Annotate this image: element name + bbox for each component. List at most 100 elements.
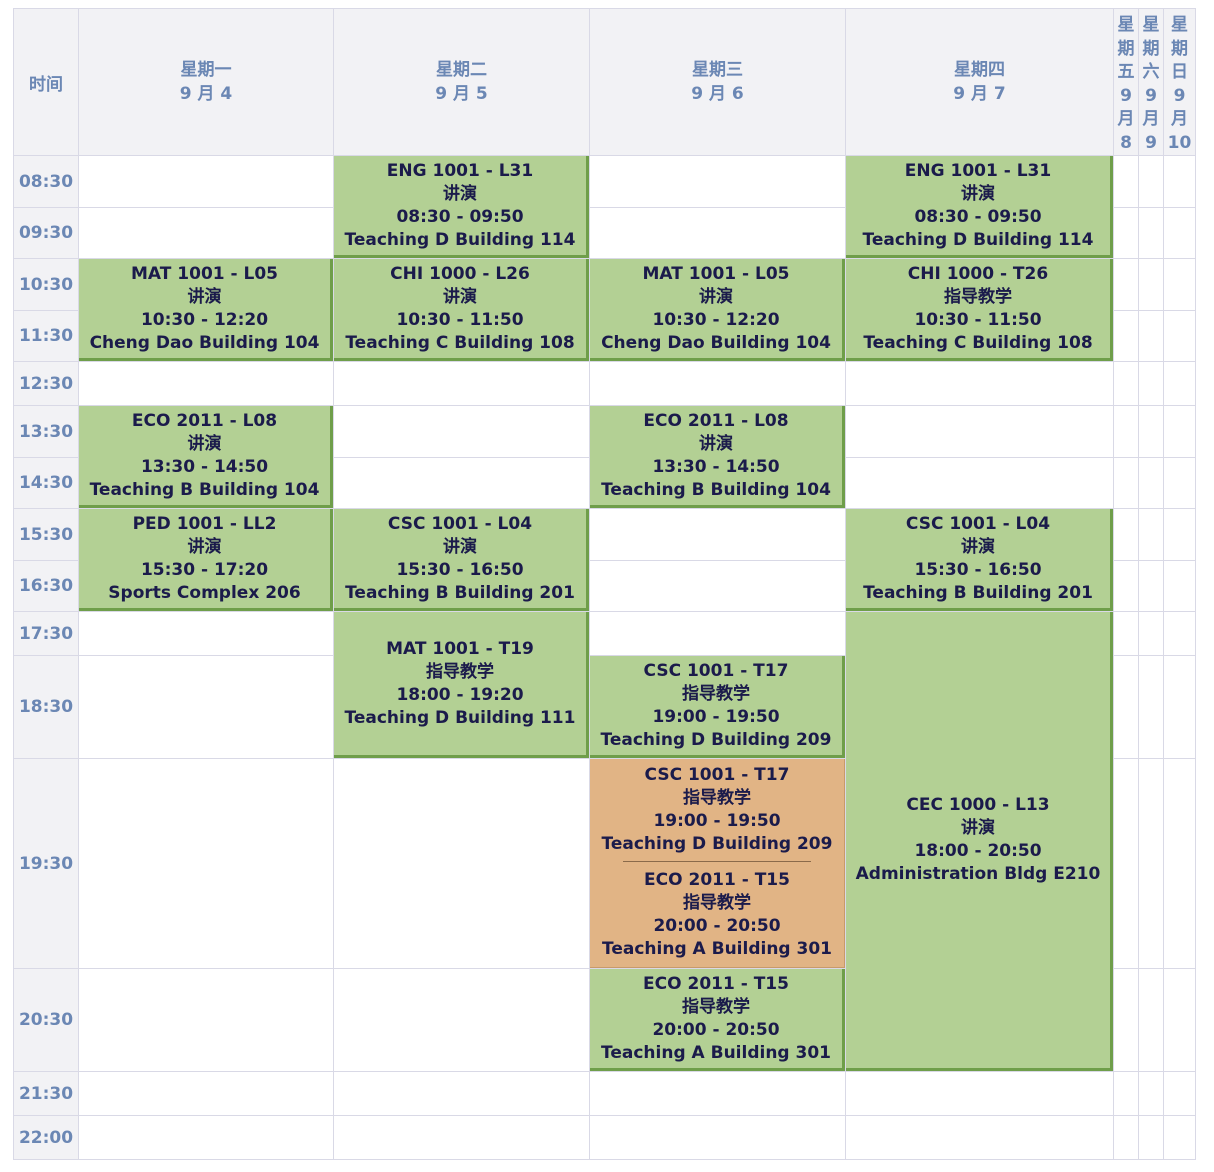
class-time: 15:30 - 16:50: [396, 559, 524, 580]
time-label-1330: 13:30: [14, 406, 78, 457]
course-code: MAT 1001 - T19: [386, 638, 534, 659]
class-time: 08:30 - 09:50: [914, 206, 1042, 227]
day-header-wednesday[interactable]: 星期三 9 月 6: [590, 9, 845, 155]
time-label-1430: 14:30: [14, 458, 78, 508]
class-time: 08:30 - 09:50: [396, 206, 524, 227]
class-location: Administration Bldg E210: [855, 864, 1101, 884]
course-code: MAT 1001 - L05: [131, 263, 278, 284]
time-label-1730: 17:30: [14, 612, 78, 655]
class-type: 指导教学: [426, 661, 494, 682]
class-block[interactable]: ENG 1001 - L31 讲演 08:30 - 09:50 Teaching…: [846, 156, 1113, 258]
day-date: 9 月 4: [179, 84, 233, 104]
day-header-thursday[interactable]: 星期四 9 月 7: [846, 9, 1113, 155]
class-type: 讲演: [961, 183, 995, 204]
time-header-label: 时间: [29, 74, 63, 95]
class-location: Teaching D Building 114: [344, 229, 576, 250]
day-date: 9 月 7: [953, 84, 1006, 104]
class-block[interactable]: ECO 2011 - L08 讲演 13:30 - 14:50 Teaching…: [590, 406, 845, 508]
class-block[interactable]: CHI 1000 - L26 讲演 10:30 - 11:50 Teaching…: [334, 259, 589, 361]
course-code: MAT 1001 - L05: [642, 263, 790, 284]
day-header-monday[interactable]: 星期一 9 月 4: [79, 9, 333, 155]
header-char: 五: [1117, 62, 1135, 82]
day-name: 星期三: [692, 60, 743, 80]
header-char: 9: [1145, 132, 1157, 153]
class-block[interactable]: MAT 1001 - T19 指导教学 18:00 - 19:20 Teachi…: [334, 612, 589, 758]
class-location: Teaching C Building 108: [863, 332, 1093, 353]
class-type: 讲演: [699, 433, 733, 454]
time-label-2130: 21:30: [14, 1072, 78, 1115]
course-code: PED 1001 - LL2: [132, 513, 277, 534]
class-time: 18:00 - 20:50: [914, 841, 1042, 861]
day-header-friday[interactable]: 星 期 五 9 月 8: [1114, 9, 1138, 155]
class-time: 13:30 - 14:50: [652, 456, 780, 477]
header-char: 日: [1171, 62, 1188, 82]
header-char: 星: [1117, 15, 1135, 35]
class-block[interactable]: CSC 1001 - T17 指导教学 19:00 - 19:50 Teachi…: [590, 656, 845, 758]
course-code: CSC 1001 - T17: [643, 660, 789, 681]
class-time: 10:30 - 12:20: [652, 309, 780, 330]
time-label-1930: 19:30: [14, 759, 78, 968]
class-block[interactable]: PED 1001 - LL2 讲演 15:30 - 17:20 Sports C…: [79, 509, 333, 611]
day-header-sunday[interactable]: 星 期 日 9 月 10: [1164, 9, 1195, 155]
class-location: Teaching B Building 104: [601, 479, 831, 500]
class-block[interactable]: MAT 1001 - L05 讲演 10:30 - 12:20 Cheng Da…: [79, 259, 333, 361]
conflict-block[interactable]: CSC 1001 - T17 指导教学 19:00 - 19:50 Teachi…: [590, 759, 845, 968]
class-location: Teaching A Building 301: [602, 939, 832, 959]
course-code: ECO 2011 - L08: [131, 410, 278, 431]
class-time: 19:00 - 19:50: [653, 811, 781, 831]
class-block[interactable]: CSC 1001 - L04 讲演 15:30 - 16:50 Teaching…: [334, 509, 589, 611]
header-char: 六: [1142, 62, 1160, 82]
header-char: 星: [1142, 15, 1160, 35]
header-char: 期: [1117, 38, 1135, 59]
header-char: 月: [1142, 109, 1160, 129]
header-char: 星: [1171, 15, 1188, 35]
class-block[interactable]: CSC 1001 - L04 讲演 15:30 - 16:50 Teaching…: [846, 509, 1113, 611]
course-code: CSC 1001 - T17: [644, 765, 790, 785]
class-type: 讲演: [187, 433, 222, 454]
course-code: ENG 1001 - L31: [904, 160, 1052, 181]
class-type: 指导教学: [682, 683, 750, 704]
class-block[interactable]: MAT 1001 - L05 讲演 10:30 - 12:20 Cheng Da…: [590, 259, 845, 361]
class-time: 10:30 - 12:20: [140, 309, 269, 330]
class-location: Cheng Dao Building 104: [89, 332, 320, 353]
class-block[interactable]: ECO 2011 - L08 讲演 13:30 - 14:50 Teaching…: [79, 406, 333, 508]
time-label-1130: 11:30: [14, 311, 78, 361]
course-code: ECO 2011 - T15: [643, 973, 789, 994]
class-type: 讲演: [187, 286, 222, 307]
header-char: 10: [1167, 132, 1192, 153]
course-code: CEC 1000 - L13: [906, 795, 1050, 815]
course-code: ECO 2011 - L08: [643, 410, 789, 431]
class-block[interactable]: CHI 1000 - T26 指导教学 10:30 - 11:50 Teachi…: [846, 259, 1113, 361]
day-name: 星期二: [436, 60, 487, 80]
day-header-tuesday[interactable]: 星期二 9 月 5: [334, 9, 589, 155]
course-code: CHI 1000 - L26: [390, 263, 530, 284]
class-block[interactable]: CEC 1000 - L13 讲演 18:00 - 20:50 Administ…: [846, 612, 1113, 1071]
class-type: 讲演: [443, 536, 477, 557]
class-block[interactable]: ENG 1001 - L31 讲演 08:30 - 09:50 Teaching…: [334, 156, 589, 258]
class-location: Sports Complex 206: [108, 582, 301, 603]
time-label-0830: 08:30: [14, 156, 78, 207]
header-char: 9: [1173, 85, 1186, 106]
time-label-1830: 18:30: [14, 656, 78, 758]
day-header-saturday[interactable]: 星 期 六 9 月 9: [1139, 9, 1163, 155]
class-block[interactable]: ECO 2011 - T15 指导教学 20:00 - 20:50 Teachi…: [590, 969, 845, 1071]
class-location: Teaching A Building 301: [601, 1042, 831, 1063]
time-label-2030: 20:30: [14, 969, 78, 1071]
header-char: 8: [1120, 132, 1132, 153]
class-location: Cheng Dao Building 104: [601, 332, 831, 353]
class-time: 19:00 - 19:50: [652, 706, 780, 727]
day-date: 9 月 5: [435, 84, 488, 104]
class-type: 讲演: [443, 286, 477, 307]
header-char: 期: [1171, 38, 1188, 59]
class-type: 指导教学: [683, 788, 751, 808]
class-time: 20:00 - 20:50: [653, 916, 781, 936]
header-char: 9: [1120, 85, 1132, 106]
time-column-header: 时间: [14, 9, 78, 155]
day-name: 星期四: [954, 60, 1005, 80]
class-location: Teaching C Building 108: [345, 332, 575, 353]
course-code: ENG 1001 - L31: [386, 160, 534, 181]
time-label-1030: 10:30: [14, 259, 78, 310]
class-time: 18:00 - 19:20: [396, 684, 524, 705]
class-type: 指导教学: [944, 286, 1012, 307]
course-code: CSC 1001 - L04: [905, 513, 1051, 534]
